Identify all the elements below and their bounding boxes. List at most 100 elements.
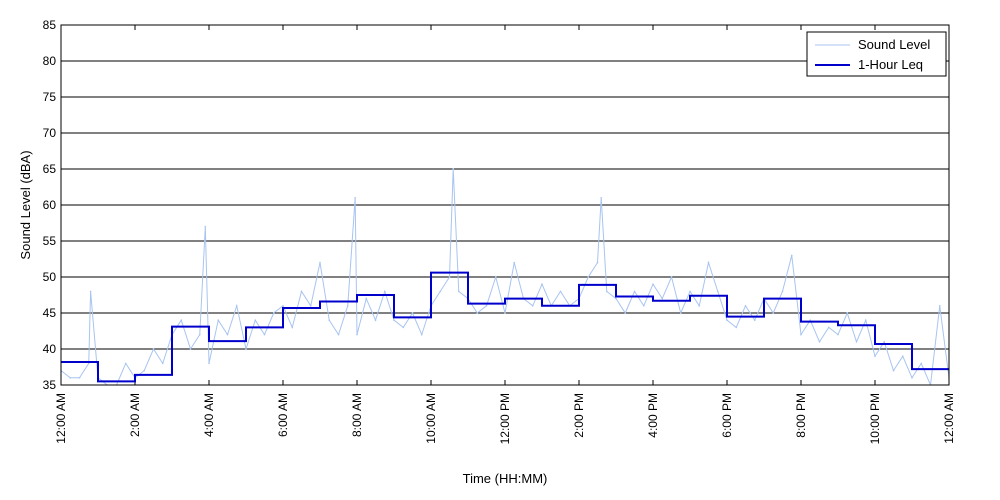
sound-level-point-47 xyxy=(457,290,460,293)
sound-level-point-49 xyxy=(476,312,479,314)
xtick-label-0: 12:00 AM xyxy=(54,393,68,444)
xtick-label-9: 6:00 PM xyxy=(720,393,734,438)
ytick-label-40: 40 xyxy=(43,342,57,356)
sound-level-point-58 xyxy=(559,290,562,293)
sound-level-point-8 xyxy=(124,362,127,365)
sound-level-point-71 xyxy=(670,276,673,278)
sound-level-point-70 xyxy=(661,297,664,300)
sound-level-point-42 xyxy=(420,333,423,336)
sound-level-point-97 xyxy=(911,377,913,379)
sound-level-point-79 xyxy=(744,305,747,307)
xtick-label-2: 4:00 AM xyxy=(202,393,216,437)
sound-level-point-88 xyxy=(827,326,830,329)
sound-level-point-96 xyxy=(901,355,904,358)
sound-level-point-17 xyxy=(204,225,207,228)
xtick-label-4: 8:00 AM xyxy=(350,393,364,437)
xtick-label-5: 10:00 AM xyxy=(424,393,438,444)
ytick-label-80: 80 xyxy=(43,54,57,68)
sound-level-point-10 xyxy=(143,369,146,372)
sound-level-point-26 xyxy=(282,305,284,307)
series-layer xyxy=(61,168,949,385)
sound-level-point-55 xyxy=(531,305,534,307)
sound-level-point-34 xyxy=(354,197,356,199)
x-axis-title: Time (HH:MM) xyxy=(463,471,548,486)
sound-level-point-40 xyxy=(402,326,405,329)
y-tick-labels: 35 40 45 50 55 60 65 70 75 80 85 xyxy=(43,18,57,392)
xtick-label-11: 10:00 PM xyxy=(868,393,882,444)
sound-level-point-78 xyxy=(735,326,738,329)
sound-level-point-41 xyxy=(411,312,414,314)
sound-level-point-4 xyxy=(89,290,92,293)
ytick-label-85: 85 xyxy=(43,18,57,32)
legend-label-sound-level: Sound Level xyxy=(858,37,930,52)
sound-level-point-83 xyxy=(781,290,784,293)
legend-box xyxy=(806,31,947,77)
ytick-label-55: 55 xyxy=(43,234,57,248)
sound-level-point-32 xyxy=(337,333,340,336)
sound-level-point-85 xyxy=(800,333,802,336)
sound-level-point-77 xyxy=(726,319,728,322)
sound-level-point-84 xyxy=(790,254,793,257)
legend: Sound Level 1-Hour Leq xyxy=(806,31,947,77)
sound-level-point-20 xyxy=(226,333,229,336)
ytick-label-70: 70 xyxy=(43,126,57,140)
sound-level-point-36 xyxy=(365,297,368,300)
x-tick-labels: 12:00 AM 2:00 AM 4:00 AM 6:00 AM 8:00 AM 10:0… xyxy=(54,393,956,444)
xtick-label-8: 4:00 PM xyxy=(646,393,660,438)
sound-level-point-46 xyxy=(452,168,455,170)
sound-level-point-92 xyxy=(864,319,867,322)
sound-level-point-80 xyxy=(753,319,756,322)
sound-level-point-19 xyxy=(217,319,220,322)
sound-level-point-11 xyxy=(152,348,155,350)
sound-level-point-18 xyxy=(208,362,210,365)
sound-level-point-33 xyxy=(346,305,349,307)
y-axis-title: Sound Level (dBA) xyxy=(18,150,33,259)
sound-level-point-38 xyxy=(383,290,386,293)
sound-level-point-93 xyxy=(874,355,876,358)
sound-level-point-95 xyxy=(892,369,895,372)
sound-level-point-69 xyxy=(652,283,654,286)
sound-level-point-24 xyxy=(263,333,266,336)
sound-level-point-73 xyxy=(689,290,691,293)
sound-level-point-52 xyxy=(504,312,506,314)
sound-level-point-28 xyxy=(300,290,303,293)
sound-level-point-56 xyxy=(541,283,543,286)
sound-level-point-3 xyxy=(87,362,90,365)
sound-level-point-51 xyxy=(494,276,497,278)
sound-level-point-25 xyxy=(272,312,275,314)
sound-level-point-21 xyxy=(235,305,238,307)
sound-level-point-67 xyxy=(633,290,636,293)
sound-level-point-30 xyxy=(319,261,321,264)
sound-level-point-87 xyxy=(818,341,821,343)
sound-level-point-1 xyxy=(69,377,72,379)
sound-level-point-75 xyxy=(707,261,710,264)
series-line-1-hour-leq xyxy=(61,271,949,383)
x-ticks xyxy=(60,25,950,385)
sound-level-point-74 xyxy=(698,305,701,307)
sound-level-point-16 xyxy=(198,333,201,336)
sound-level-point-82 xyxy=(772,312,775,314)
sound-level-point-15 xyxy=(189,348,192,350)
sound-level-point-35 xyxy=(356,333,358,336)
sound-level-point-72 xyxy=(679,312,682,314)
sound-level-point-68 xyxy=(642,305,645,307)
xtick-label-6: 12:00 PM xyxy=(498,393,512,444)
sound-level-point-50 xyxy=(485,305,488,307)
ytick-label-50: 50 xyxy=(43,270,57,284)
sound-level-point-31 xyxy=(328,319,331,322)
legend-label-1-hour-leq: 1-Hour Leq xyxy=(858,57,923,72)
xtick-label-1: 2:00 AM xyxy=(128,393,142,437)
sound-level-point-65 xyxy=(615,297,617,300)
sound-level-point-37 xyxy=(374,319,377,322)
sound-level-point-14 xyxy=(180,319,183,322)
ytick-label-65: 65 xyxy=(43,162,57,176)
sound-level-point-90 xyxy=(846,312,849,314)
sound-level-point-98 xyxy=(920,362,923,365)
sound-level-point-64 xyxy=(605,290,608,293)
sound-level-point-44 xyxy=(439,290,442,293)
sound-level-point-100 xyxy=(938,305,941,307)
series-line-sound-level xyxy=(61,168,949,385)
sound-level-point-2 xyxy=(78,377,81,379)
sound-level-point-45 xyxy=(448,276,451,278)
